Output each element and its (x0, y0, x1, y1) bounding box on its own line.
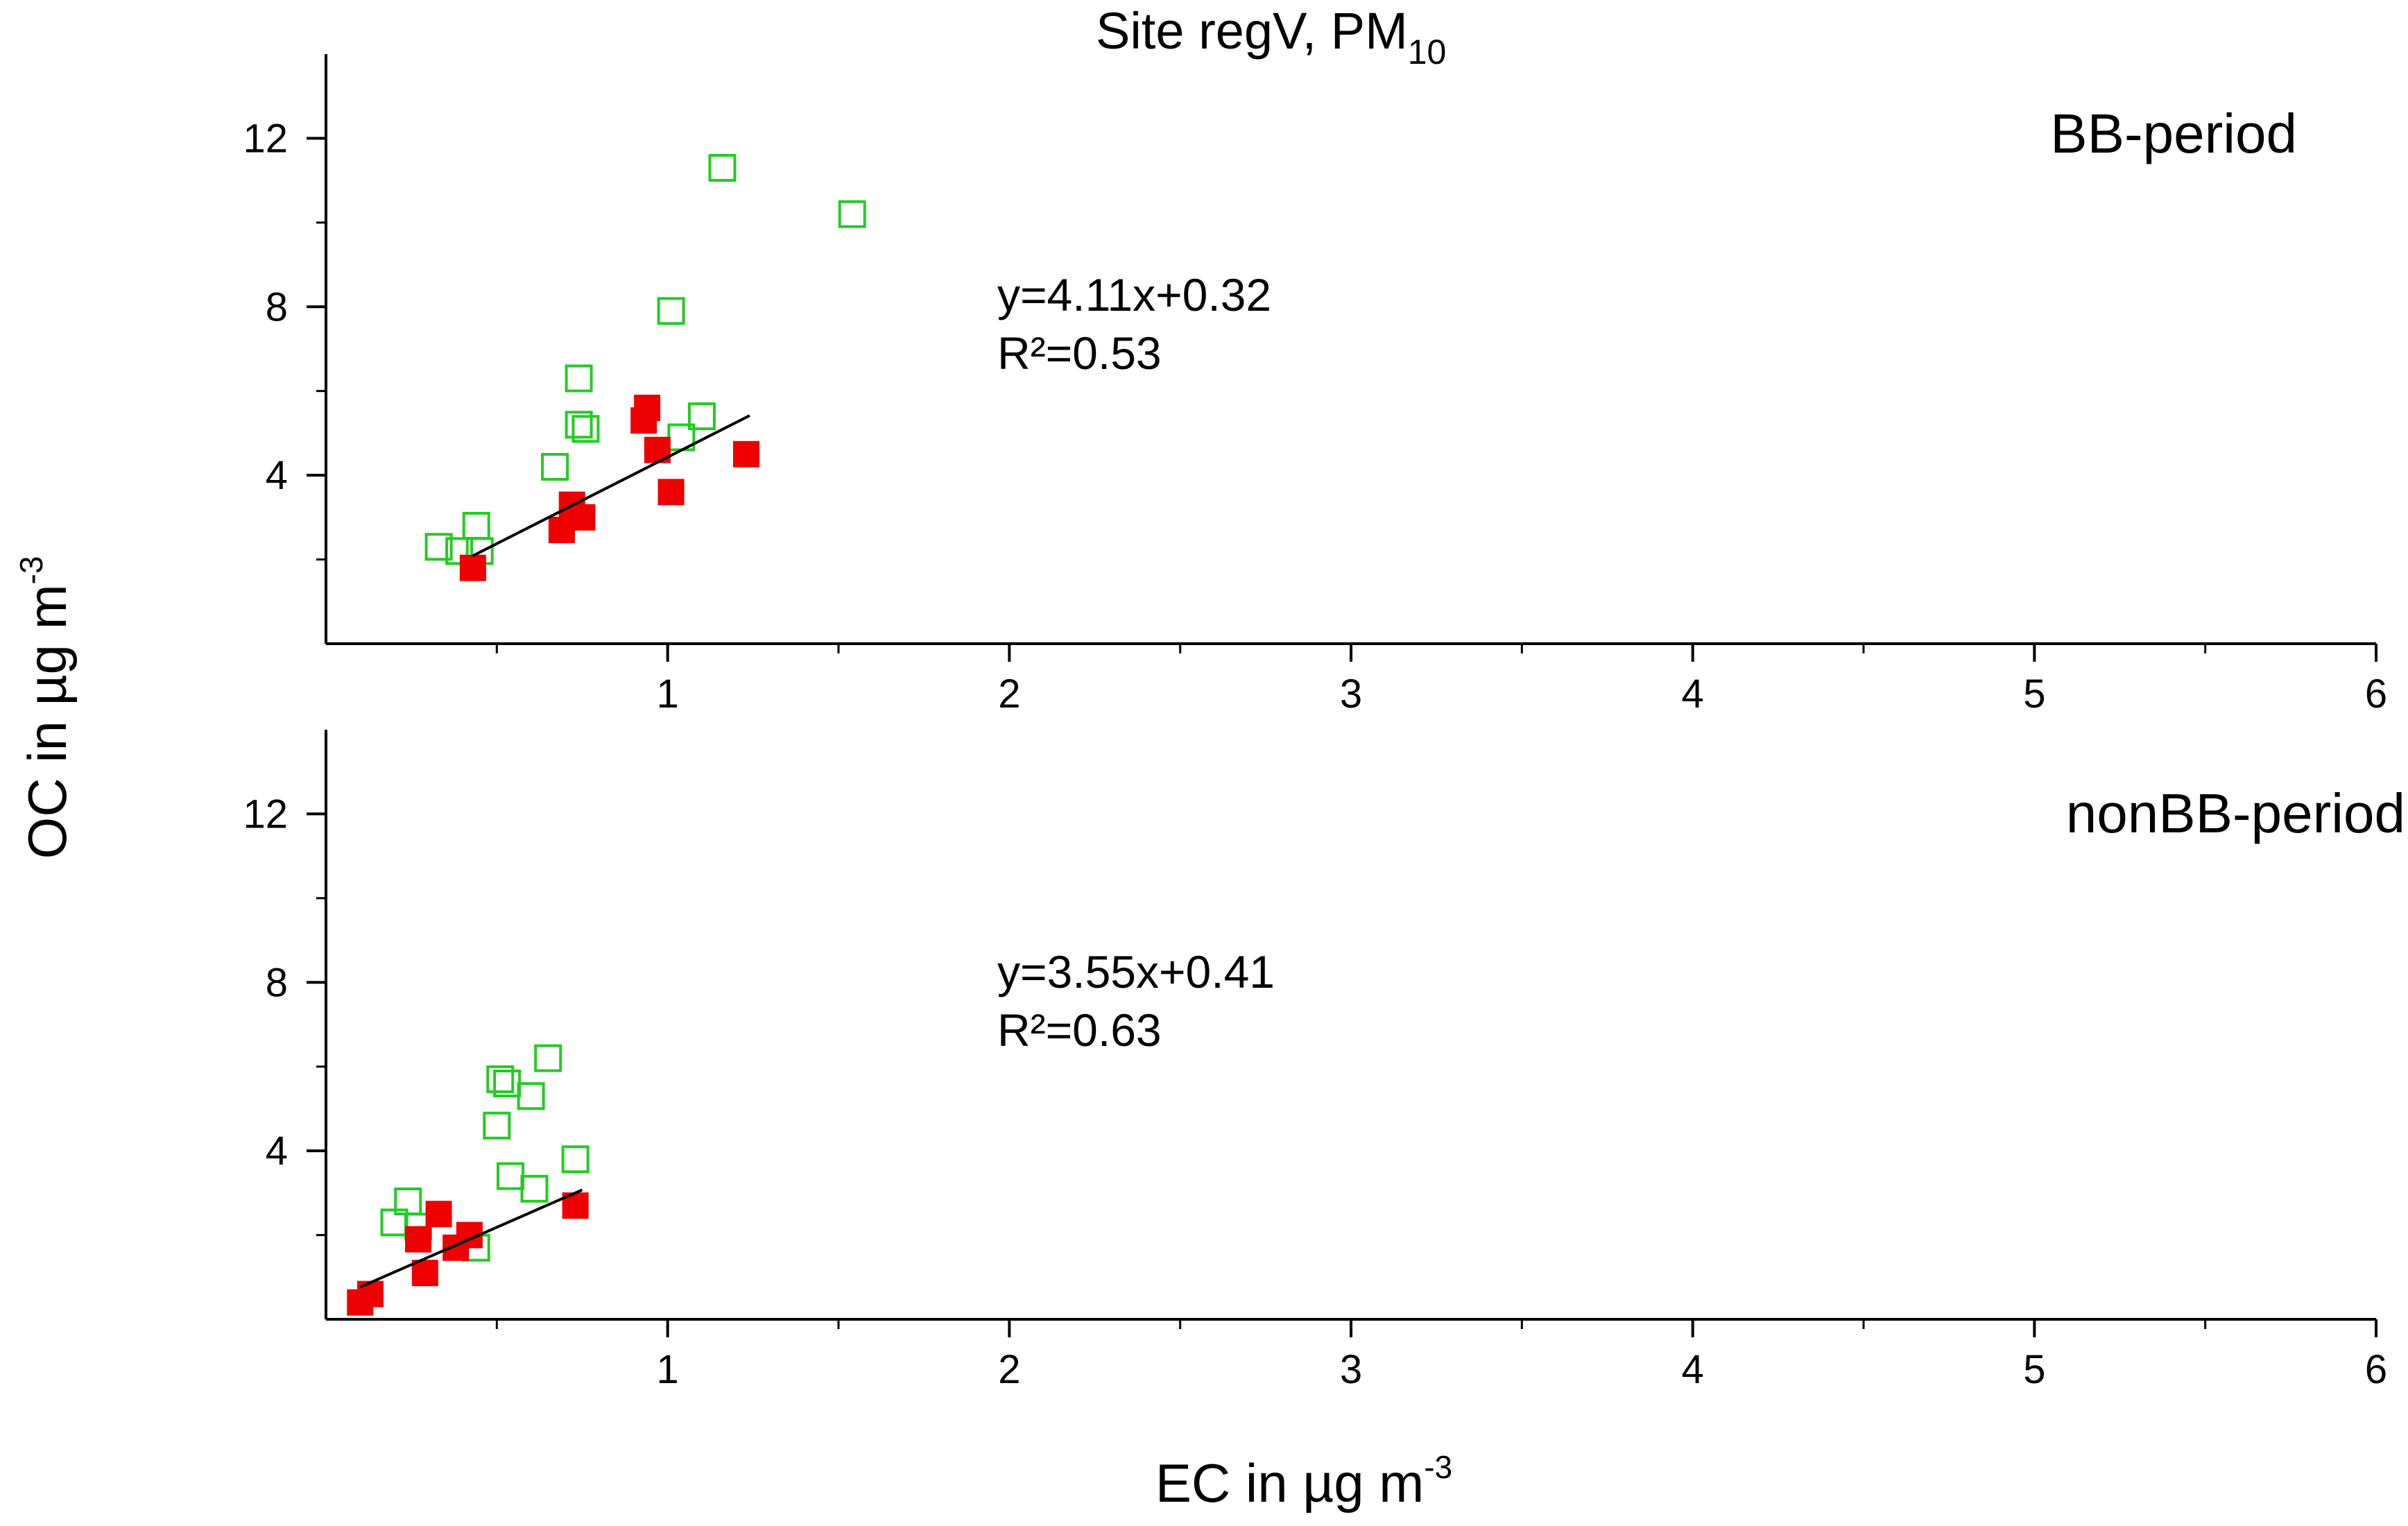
filled-square-point (634, 395, 661, 421)
open-square-point (565, 411, 593, 439)
y-axis-title-superscript: -3 (13, 556, 49, 585)
open-square-point (561, 1145, 590, 1174)
x-tick-label: 2 (998, 671, 1020, 717)
y-tick-label: 4 (266, 1129, 288, 1174)
x-tick-label: 2 (998, 1347, 1020, 1392)
filled-square-point (569, 504, 596, 531)
open-square-point (838, 200, 866, 228)
open-square-point (497, 1162, 525, 1190)
panel-nonbb-marks (347, 1044, 590, 1316)
panel-label-nonbb: nonBB-period (2066, 782, 2405, 844)
open-square-point (462, 512, 490, 540)
y-tick-label: 12 (243, 116, 288, 161)
x-axis-title-superscript: -3 (1424, 1449, 1452, 1485)
open-square-point (520, 1174, 549, 1203)
y-tick-label: 12 (243, 791, 288, 837)
panel-label-bb: BB-period (2050, 103, 2297, 164)
open-square-point (483, 1111, 511, 1140)
svg-text:OC in µg m-3: OC in µg m-3 (13, 556, 78, 859)
regression-line (359, 1188, 583, 1289)
chart-title-main: Site regV, PM (1096, 2, 1408, 60)
open-square-point (687, 402, 716, 431)
filled-square-point (459, 554, 486, 581)
x-axis-title: EC in µg m-3 (1155, 1449, 1452, 1514)
filled-square-point (732, 440, 759, 468)
x-tick-label: 4 (1682, 1347, 1704, 1392)
x-tick-label: 1 (657, 671, 679, 717)
filled-square-point (425, 1201, 452, 1228)
x-tick-label: 5 (2023, 671, 2045, 717)
open-square-point (445, 537, 474, 565)
panel-bb-marks (424, 153, 866, 581)
y-tick-label: 4 (266, 453, 288, 498)
r-squared-bb: R²=0.53 (997, 327, 1162, 379)
filled-square-point (657, 479, 685, 506)
regression-equation-nonbb: y=3.55x+0.41 (997, 946, 1275, 997)
x-tick-label: 6 (2365, 1347, 2387, 1392)
regression-line (472, 414, 750, 558)
chart-title: Site regV, PM10 (1096, 2, 1446, 71)
chart-title-subscript: 10 (1408, 33, 1447, 71)
x-axis-title-text: EC in µg m (1155, 1452, 1424, 1514)
open-square-point (708, 153, 737, 182)
open-square-point (657, 297, 685, 325)
x-tick-label: 3 (1340, 671, 1362, 717)
x-tick-label: 6 (2365, 671, 2387, 717)
x-tick-label: 3 (1340, 1347, 1362, 1392)
x-tick-label: 1 (657, 1347, 679, 1392)
open-square-point (534, 1044, 562, 1072)
y-axis-title-text: OC in µg m (17, 584, 78, 859)
y-axis-title: OC in µg m-3 (13, 556, 78, 859)
regression-equation-bb: y=4.11x+0.32 (997, 269, 1271, 320)
open-square-point (541, 453, 569, 481)
y-tick-label: 8 (266, 960, 288, 1005)
x-tick-label: 5 (2023, 1347, 2045, 1392)
filled-square-point (411, 1260, 438, 1287)
open-square-point (486, 1065, 515, 1093)
x-tick-label: 4 (1682, 671, 1704, 717)
open-square-point (424, 533, 453, 561)
r-squared-nonbb: R²=0.63 (997, 1004, 1162, 1056)
open-square-point (571, 415, 600, 443)
open-square-point (517, 1082, 545, 1111)
filled-square-point (405, 1226, 432, 1253)
open-square-point (565, 364, 593, 393)
y-tick-label: 8 (266, 284, 288, 329)
